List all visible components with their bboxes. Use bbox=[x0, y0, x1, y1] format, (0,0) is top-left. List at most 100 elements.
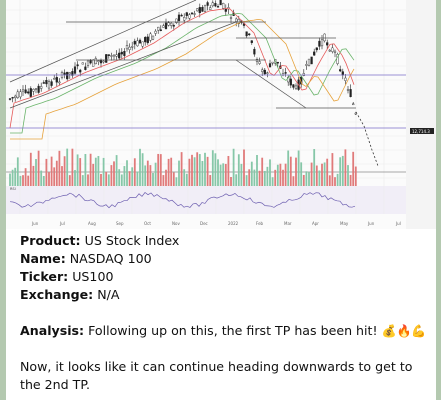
volume-bar bbox=[113, 161, 115, 186]
volume-bar bbox=[128, 171, 131, 186]
candle-body bbox=[86, 60, 90, 66]
candle-body bbox=[237, 19, 240, 24]
volume-bar bbox=[209, 175, 212, 186]
ticker-value: US100 bbox=[72, 269, 114, 284]
moving-average-line bbox=[9, 7, 355, 129]
candle-body bbox=[276, 61, 279, 64]
trend-line bbox=[235, 59, 307, 109]
candle-body bbox=[157, 26, 160, 31]
volume-bar bbox=[79, 158, 82, 186]
price-badge-text: 12,714.3 bbox=[412, 129, 430, 134]
candle-body bbox=[102, 60, 105, 63]
volume-bar bbox=[318, 170, 321, 186]
volume-bar bbox=[146, 160, 149, 186]
candle-body bbox=[209, 7, 212, 10]
volume-bar bbox=[118, 169, 121, 186]
volume-bar bbox=[40, 170, 43, 186]
candle-body bbox=[107, 54, 110, 56]
candle-body bbox=[222, 2, 225, 9]
volume-bar bbox=[224, 163, 227, 186]
candle-body bbox=[305, 64, 308, 66]
candle-body bbox=[97, 60, 100, 62]
candle-body bbox=[21, 89, 25, 92]
rsi-label: RSI bbox=[10, 187, 16, 191]
volume-bar bbox=[53, 167, 56, 186]
volume-bar bbox=[74, 170, 76, 186]
volume-bar bbox=[279, 163, 282, 186]
volume-bar bbox=[217, 159, 219, 186]
volume-bar bbox=[328, 175, 331, 186]
volume-bar bbox=[349, 174, 352, 186]
candle-body bbox=[24, 89, 27, 94]
volume-bar bbox=[42, 176, 45, 186]
volume-bar bbox=[344, 149, 347, 186]
candle-body bbox=[289, 78, 292, 86]
candle-body bbox=[133, 40, 136, 45]
volume-bar bbox=[84, 154, 87, 186]
candle-body bbox=[211, 2, 214, 7]
volume-bar bbox=[115, 155, 118, 186]
candle-body bbox=[149, 33, 152, 41]
volume-bar bbox=[19, 175, 22, 186]
candle-body bbox=[76, 64, 79, 67]
volume-bar bbox=[35, 159, 37, 186]
volume-bar bbox=[136, 171, 139, 186]
volume-bar bbox=[243, 149, 245, 186]
candle-body bbox=[123, 51, 126, 56]
candle-body bbox=[175, 18, 178, 24]
volume-bar bbox=[347, 165, 349, 186]
volume-bar bbox=[297, 150, 300, 186]
volume-bar bbox=[211, 150, 214, 186]
candle-body bbox=[188, 14, 191, 19]
candle-body bbox=[268, 63, 272, 68]
volume-bar bbox=[61, 166, 63, 186]
candle-body bbox=[253, 48, 256, 55]
volume-bar bbox=[222, 163, 225, 186]
volume-bar bbox=[107, 174, 110, 186]
volume-bar bbox=[94, 157, 97, 186]
volume-bar bbox=[315, 165, 318, 186]
candle-body bbox=[118, 52, 121, 59]
volume-bar bbox=[68, 175, 71, 186]
volume-bar bbox=[37, 150, 40, 186]
volume-bar bbox=[352, 151, 355, 186]
volume-bar bbox=[55, 160, 58, 186]
volume-bar bbox=[292, 176, 295, 186]
candle-body bbox=[258, 61, 261, 64]
volume-bar bbox=[63, 156, 66, 186]
candle-body bbox=[328, 49, 331, 52]
volume-bar bbox=[159, 154, 162, 186]
candle-body bbox=[224, 8, 227, 12]
candle-body bbox=[136, 40, 139, 47]
ticker-label: Ticker: bbox=[20, 269, 69, 284]
volume-bar bbox=[11, 169, 14, 186]
analysis-line: Analysis: Following up on this, the firs… bbox=[20, 322, 430, 340]
candle-body bbox=[138, 39, 142, 44]
volume-bar bbox=[48, 172, 50, 186]
followup-text: Now, it looks like it can continue headi… bbox=[20, 359, 413, 392]
candle-body bbox=[292, 84, 295, 88]
x-tick-label: Jul bbox=[59, 221, 65, 226]
message-text: Product: US Stock Index Name: NASDAQ 100… bbox=[20, 232, 430, 394]
volume-bar bbox=[269, 159, 271, 186]
x-tick-label: Dec bbox=[200, 221, 208, 226]
candle-body bbox=[201, 7, 204, 12]
candle-body bbox=[196, 8, 199, 12]
volume-bar bbox=[152, 172, 154, 186]
candle-body bbox=[110, 55, 113, 57]
volume-bar bbox=[180, 152, 183, 186]
candle-body bbox=[170, 22, 173, 26]
candle-body bbox=[216, 6, 220, 8]
message-bubble: RSI 12,714.3 Jun Jul Aug Sep Oct Nov Dec 2022 Feb M… bbox=[6, 0, 436, 400]
candle-body bbox=[193, 13, 196, 15]
candle-body bbox=[19, 91, 22, 98]
candle-body bbox=[333, 50, 337, 53]
x-tick-label: Mar bbox=[284, 221, 292, 226]
trend-line bbox=[9, 0, 197, 83]
volume-bar bbox=[167, 158, 170, 186]
volume-bar bbox=[97, 156, 100, 186]
volume-bar bbox=[92, 163, 95, 186]
candle-body bbox=[11, 97, 14, 99]
chart-image[interactable]: RSI 12,714.3 Jun Jul Aug Sep Oct Nov Dec 2022 Feb M… bbox=[6, 0, 436, 229]
exchange-value: N/A bbox=[97, 287, 120, 302]
